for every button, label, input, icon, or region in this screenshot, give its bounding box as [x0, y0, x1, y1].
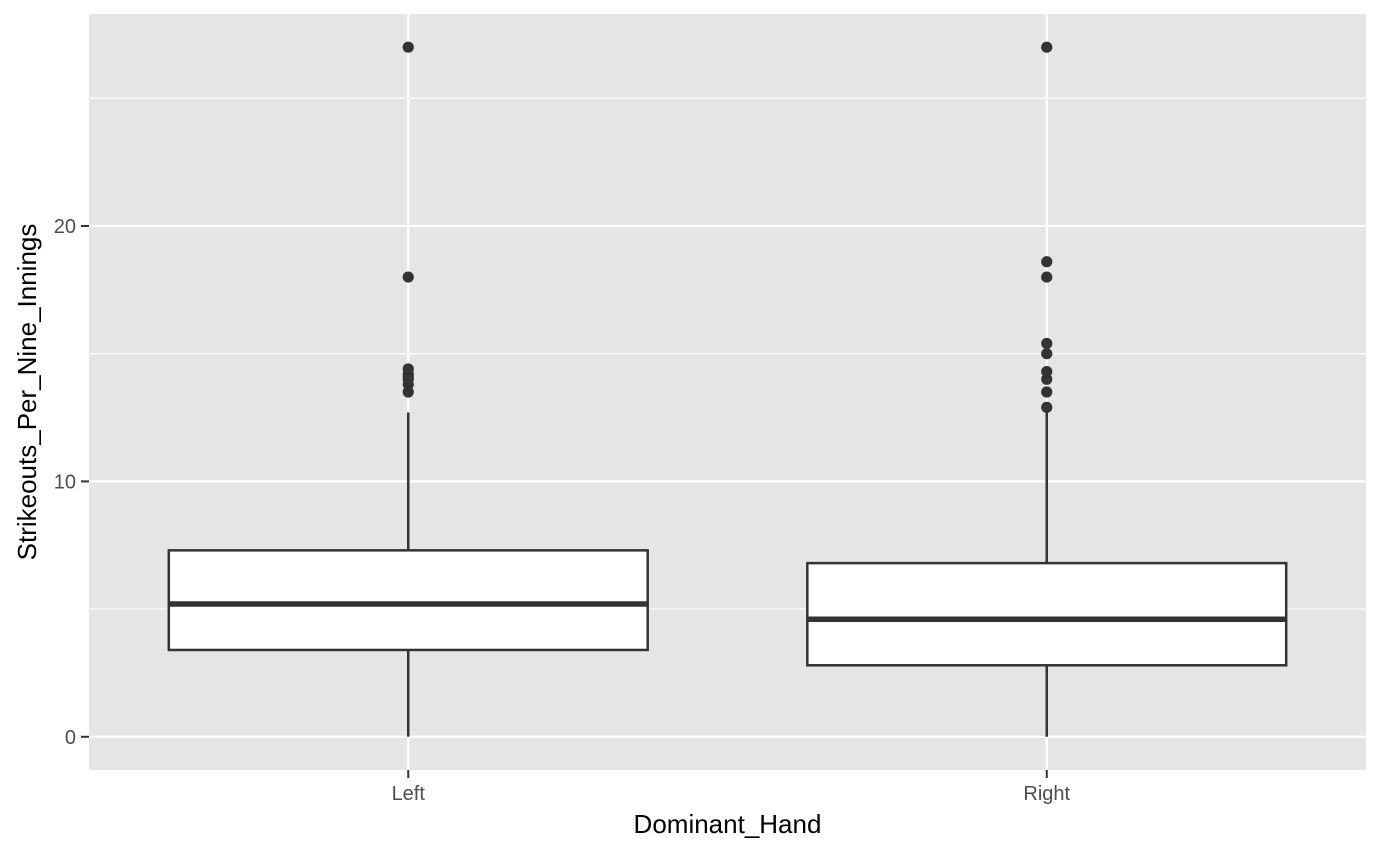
- box-right: [806, 41, 1288, 737]
- y-tick-label: 20: [54, 216, 76, 238]
- y-tick-label: 0: [65, 727, 76, 749]
- outlier-point: [1041, 386, 1053, 398]
- x-axis-title: Dominant_Hand: [634, 809, 822, 839]
- x-tick-label: Right: [1023, 783, 1070, 805]
- x-tick-label: Left: [392, 783, 426, 805]
- outlier-point: [402, 378, 414, 390]
- y-axis-title: Strikeouts_Per_Nine_Innings: [12, 224, 42, 561]
- outlier-point: [402, 271, 414, 283]
- outlier-point: [1041, 401, 1053, 413]
- outlier-point: [1041, 271, 1053, 283]
- y-axis: 0 10 20: [54, 216, 89, 749]
- outlier-point: [402, 41, 414, 53]
- box-left: [167, 41, 649, 737]
- outlier-point: [402, 386, 414, 398]
- y-tick-label: 10: [54, 471, 76, 493]
- box-marks: [167, 41, 1288, 737]
- outlier-point: [1041, 365, 1053, 378]
- outlier-point: [1041, 348, 1053, 360]
- outlier-point: [1041, 256, 1053, 268]
- iqr-box: [806, 561, 1288, 667]
- outlier-point: [1041, 41, 1053, 53]
- x-axis: Left Right: [392, 770, 1071, 805]
- outlier-point: [1041, 373, 1053, 385]
- iqr-box: [167, 549, 649, 652]
- outlier-point: [1041, 337, 1053, 350]
